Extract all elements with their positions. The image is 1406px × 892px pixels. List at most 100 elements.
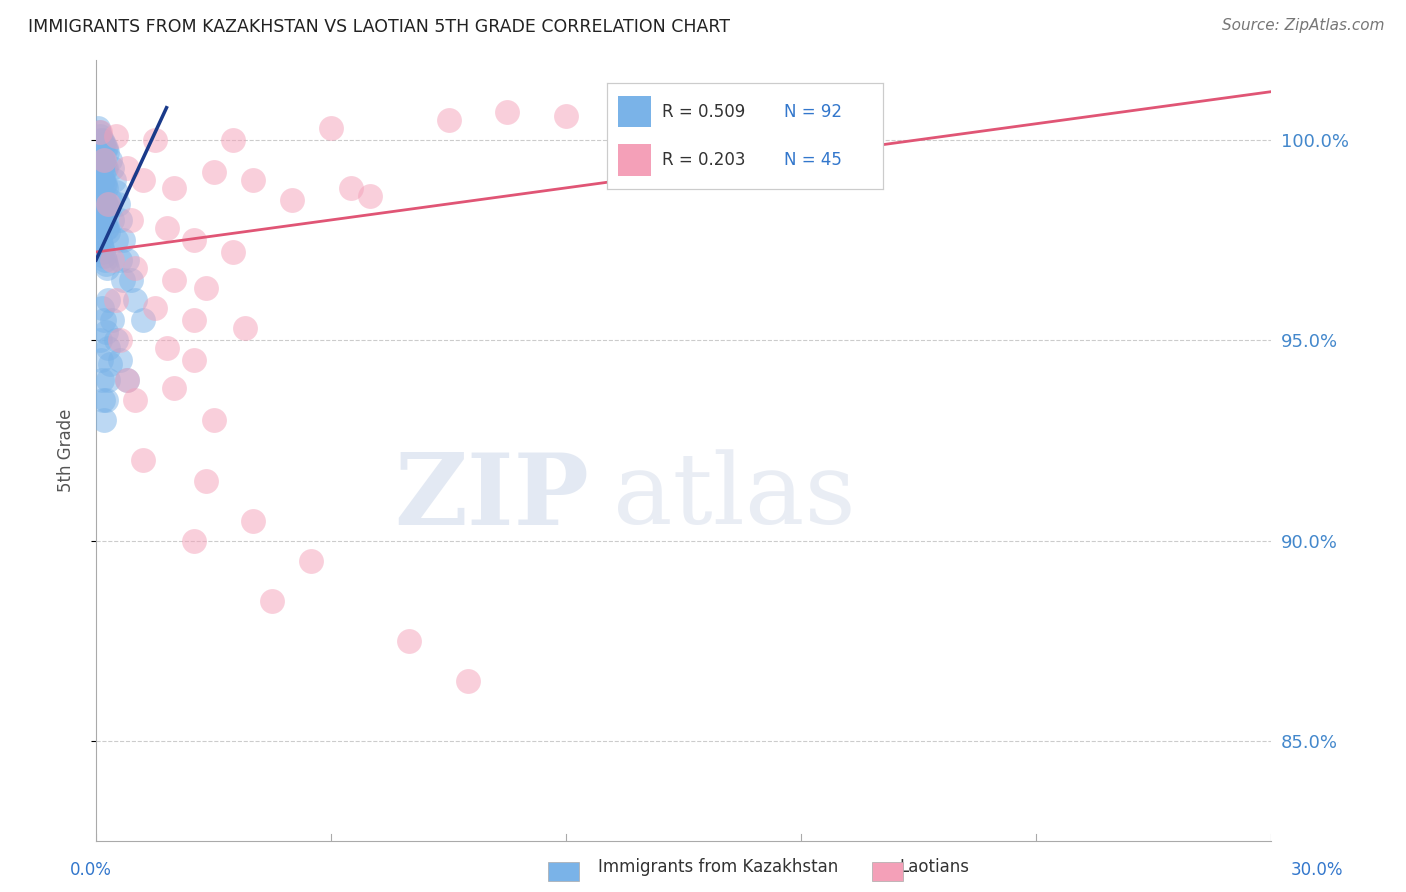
Point xyxy=(87,181,110,195)
Point xyxy=(93,177,115,191)
Point xyxy=(301,554,323,568)
Point xyxy=(87,165,110,179)
Point xyxy=(87,205,110,219)
Point xyxy=(155,341,177,355)
Point xyxy=(94,161,117,175)
Point xyxy=(91,213,114,227)
Point xyxy=(97,293,120,307)
Point xyxy=(89,125,111,139)
Point xyxy=(100,253,122,268)
Point xyxy=(91,136,114,151)
Point xyxy=(194,281,217,295)
Point xyxy=(94,257,117,271)
Point xyxy=(104,185,127,199)
Point xyxy=(124,293,146,307)
Text: 30.0%: 30.0% xyxy=(1291,861,1343,879)
Point xyxy=(91,157,114,171)
Point xyxy=(89,169,111,183)
Point xyxy=(183,533,205,548)
Point xyxy=(94,181,117,195)
Point xyxy=(93,141,115,155)
Text: atlas: atlas xyxy=(613,450,856,545)
Point xyxy=(100,161,122,175)
Point xyxy=(163,273,186,287)
Point xyxy=(339,181,361,195)
Point xyxy=(98,153,121,167)
Point xyxy=(93,249,115,263)
Point xyxy=(132,453,155,467)
Point xyxy=(132,313,155,327)
Point xyxy=(93,217,115,231)
Point xyxy=(93,157,115,171)
Point xyxy=(120,273,142,287)
Point xyxy=(143,133,166,147)
Point xyxy=(104,233,127,247)
Point xyxy=(437,112,460,127)
Point xyxy=(242,514,264,528)
Point xyxy=(90,189,112,203)
Point xyxy=(233,321,256,335)
Point xyxy=(90,153,112,167)
Point xyxy=(281,193,304,207)
Point xyxy=(90,189,112,203)
Point xyxy=(90,373,112,387)
Point xyxy=(93,217,115,231)
Point xyxy=(97,341,120,355)
Point xyxy=(93,153,115,167)
Point xyxy=(89,333,111,347)
Y-axis label: 5th Grade: 5th Grade xyxy=(58,409,75,492)
Point xyxy=(124,261,146,276)
Point xyxy=(89,185,111,199)
Point xyxy=(93,161,115,175)
Point xyxy=(97,197,120,211)
Point xyxy=(183,353,205,368)
Point xyxy=(87,120,110,135)
Point xyxy=(90,173,112,187)
Point xyxy=(91,193,114,207)
Point xyxy=(90,213,112,227)
Point xyxy=(108,253,131,268)
Point xyxy=(143,301,166,315)
Point xyxy=(100,313,122,327)
Point xyxy=(96,201,118,215)
Point xyxy=(107,197,129,211)
Point xyxy=(93,413,115,427)
Point xyxy=(87,225,110,239)
Point xyxy=(91,173,114,187)
Point xyxy=(93,313,115,327)
Point xyxy=(117,253,139,268)
Point xyxy=(194,474,217,488)
Point xyxy=(93,193,115,207)
Point xyxy=(163,381,186,395)
Point xyxy=(97,225,120,239)
Point xyxy=(100,213,122,227)
Point xyxy=(103,173,125,187)
Point xyxy=(89,149,111,163)
Point xyxy=(94,221,117,235)
Point xyxy=(98,357,121,371)
Point xyxy=(89,229,111,244)
Point xyxy=(89,209,111,223)
Point xyxy=(90,153,112,167)
Point xyxy=(96,221,118,235)
Point xyxy=(104,293,127,307)
Point xyxy=(93,177,115,191)
Point xyxy=(104,128,127,143)
Point xyxy=(108,333,131,347)
Point xyxy=(89,205,111,219)
Point xyxy=(90,353,112,368)
Text: Laotians: Laotians xyxy=(900,858,970,876)
Point xyxy=(89,185,111,199)
Point xyxy=(222,133,245,147)
Point xyxy=(96,145,118,159)
Point xyxy=(359,189,381,203)
Point xyxy=(93,136,115,151)
Point xyxy=(202,413,225,427)
Point xyxy=(132,173,155,187)
Point xyxy=(112,273,135,287)
Text: Immigrants from Kazakhstan: Immigrants from Kazakhstan xyxy=(598,858,838,876)
Point xyxy=(89,165,111,179)
Point xyxy=(108,213,131,227)
Point xyxy=(117,373,139,387)
Point xyxy=(183,313,205,327)
